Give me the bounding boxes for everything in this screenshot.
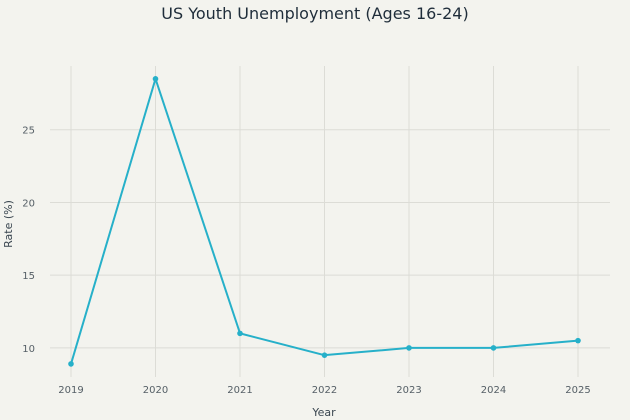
- x-axis-label: Year: [311, 406, 336, 419]
- x-tick-label: 2021: [227, 385, 252, 396]
- y-tick-labels: 10 15 20 25: [22, 126, 35, 355]
- x-gridlines: [70, 66, 579, 377]
- chart-title: US Youth Unemployment (Ages 16-24): [161, 4, 468, 23]
- x-tick-labels: 2019 2020 2021 2022 2023 2024 2025: [58, 385, 590, 396]
- data-point: [406, 345, 412, 351]
- data-point: [68, 361, 74, 367]
- series-layer: [68, 76, 581, 367]
- x-tick-label: 2025: [565, 385, 590, 396]
- y-tick-label: 20: [22, 198, 35, 209]
- data-point: [237, 330, 243, 337]
- x-tick-label: 2020: [143, 385, 168, 396]
- x-tick-label: 2019: [58, 385, 83, 396]
- y-axis-label: Rate (%): [2, 200, 15, 248]
- y-tick-label: 15: [22, 271, 35, 282]
- data-point: [152, 76, 159, 82]
- x-tick-label: 2023: [396, 385, 421, 396]
- x-tick-label: 2024: [481, 385, 506, 396]
- y-gridlines: [50, 129, 610, 349]
- data-point: [490, 345, 497, 351]
- data-point: [321, 352, 328, 358]
- data-point: [575, 337, 581, 344]
- y-tick-label: 10: [22, 344, 35, 355]
- y-tick-label: 25: [22, 126, 35, 137]
- x-tick-label: 2022: [312, 385, 337, 396]
